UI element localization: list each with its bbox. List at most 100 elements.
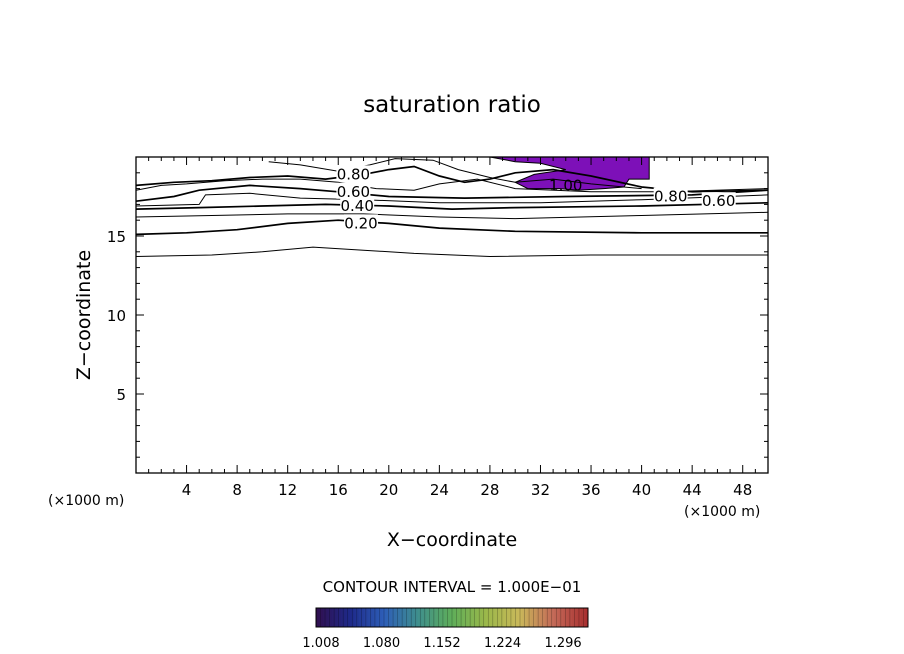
colorbar-swatch [465, 608, 469, 627]
colorbar-swatch [583, 608, 587, 627]
colorbar-swatch [567, 608, 571, 627]
colorbar-swatch [438, 608, 442, 627]
x-tick-label: 48 [733, 481, 752, 499]
colorbar-tick-label: 1.152 [423, 636, 460, 651]
contour-label-bg-5 [653, 187, 688, 204]
colorbar-swatch [488, 608, 491, 627]
y-tick-label: 15 [107, 228, 126, 246]
colorbar-swatch [449, 608, 453, 627]
colorbar-swatch [436, 608, 439, 627]
colorbar-swatch [377, 608, 380, 627]
colorbar-swatch [336, 608, 340, 627]
x-tick-label: 24 [430, 481, 449, 499]
colorbar-swatch [395, 608, 398, 627]
colorbar-swatch [542, 608, 546, 627]
colorbar-swatch [368, 608, 371, 627]
colorbar-swatch [506, 608, 510, 627]
colorbar-swatch [397, 608, 401, 627]
colorbar-swatch [331, 608, 335, 627]
contour-label-bg-1 [336, 182, 371, 199]
colorbar-swatch [549, 608, 553, 627]
colorbar-swatch [431, 608, 435, 627]
colorbar-swatch [374, 608, 378, 627]
y-tick-label: 10 [107, 307, 126, 325]
colorbar-swatch [479, 608, 482, 627]
colorbar-swatch [560, 608, 564, 627]
colorbar-swatch [476, 608, 480, 627]
contour-line-0-1 [135, 246, 768, 258]
colorbar-swatch [581, 608, 584, 627]
contour-line-0-8 [135, 165, 769, 193]
x-tick-label: 4 [182, 481, 192, 499]
colorbar-frame [315, 607, 589, 628]
colorbar-swatch [327, 608, 330, 627]
colorbar-swatch [359, 608, 362, 627]
colorbar-swatch [420, 608, 423, 627]
colorbar-swatch [452, 608, 455, 627]
colorbar-swatch [402, 608, 405, 627]
y-axis-unit: (×1000 m) [48, 493, 124, 509]
colorbar-swatch [461, 608, 464, 627]
colorbar-swatch [578, 608, 582, 627]
colorbar-swatch [350, 608, 353, 627]
colorbar-swatch [361, 608, 364, 627]
colorbar-swatch [411, 608, 414, 627]
colorbar-swatch [388, 608, 392, 627]
x-tick-label: 16 [329, 481, 348, 499]
colorbar-swatch [492, 608, 496, 627]
contour-line-0-2 [135, 219, 768, 236]
colorbar-swatch [556, 608, 559, 627]
x-tick-label: 12 [278, 481, 297, 499]
colorbar-swatch [576, 608, 580, 627]
colorbar-swatch [386, 608, 389, 627]
colorbar-swatch [547, 608, 550, 627]
colorbar-swatch [354, 608, 358, 627]
colorbar-swatch [418, 608, 421, 627]
colorbar-swatch [363, 608, 367, 627]
x-tick-label: 8 [232, 481, 242, 499]
colorbar-swatch [325, 608, 328, 627]
colorbar-swatch [440, 608, 444, 627]
colorbar-swatch [390, 608, 394, 627]
colorbar-tick-label: 1.008 [302, 636, 339, 651]
colorbar-swatch [515, 608, 519, 627]
filled-region-0 [489, 156, 650, 191]
x-tick-label: 20 [379, 481, 398, 499]
colorbar-swatch [329, 608, 333, 627]
colorbar-swatch [429, 608, 432, 627]
colorbar-swatch [565, 608, 568, 627]
colorbar-swatch [495, 608, 498, 627]
colorbar-swatch [467, 608, 471, 627]
colorbar-tick-label: 1.296 [544, 636, 581, 651]
colorbar-swatch [456, 608, 460, 627]
colorbar-swatch [526, 608, 530, 627]
colorbar-swatch [356, 608, 360, 627]
colorbar-swatch [322, 608, 326, 627]
colorbar-tick-label: 1.224 [484, 636, 521, 651]
contour-line-0-4 [135, 201, 769, 210]
contour-label-5: 0.80 [654, 188, 687, 206]
colorbar-swatch [517, 608, 521, 627]
colorbar-swatch [551, 608, 555, 627]
contour-label-bg-2 [340, 196, 375, 213]
colorbar-swatch [413, 608, 417, 627]
x-tick-label: 32 [531, 481, 550, 499]
colorbar-swatch [490, 608, 494, 627]
colorbar: 1.008 1.080 1.152 1.224 1.296 [302, 607, 589, 651]
colorbar-swatch [399, 608, 403, 627]
colorbar-swatch [343, 608, 346, 627]
y-axis-label: Z−coordinate [73, 250, 95, 380]
colorbar-swatch [585, 608, 589, 627]
colorbar-swatch [463, 608, 466, 627]
x-axis-unit: (×1000 m) [684, 504, 760, 520]
colorbar-swatch [472, 608, 476, 627]
colorbar-swatch [393, 608, 396, 627]
x-tick-label: 44 [683, 481, 702, 499]
colorbar-swatch [345, 608, 349, 627]
colorbar-swatch [415, 608, 419, 627]
colorbar-swatch [533, 608, 537, 627]
colorbar-swatch [338, 608, 342, 627]
colorbar-swatch [481, 608, 485, 627]
colorbar-swatch [572, 608, 575, 627]
colorbar-swatch [447, 608, 451, 627]
